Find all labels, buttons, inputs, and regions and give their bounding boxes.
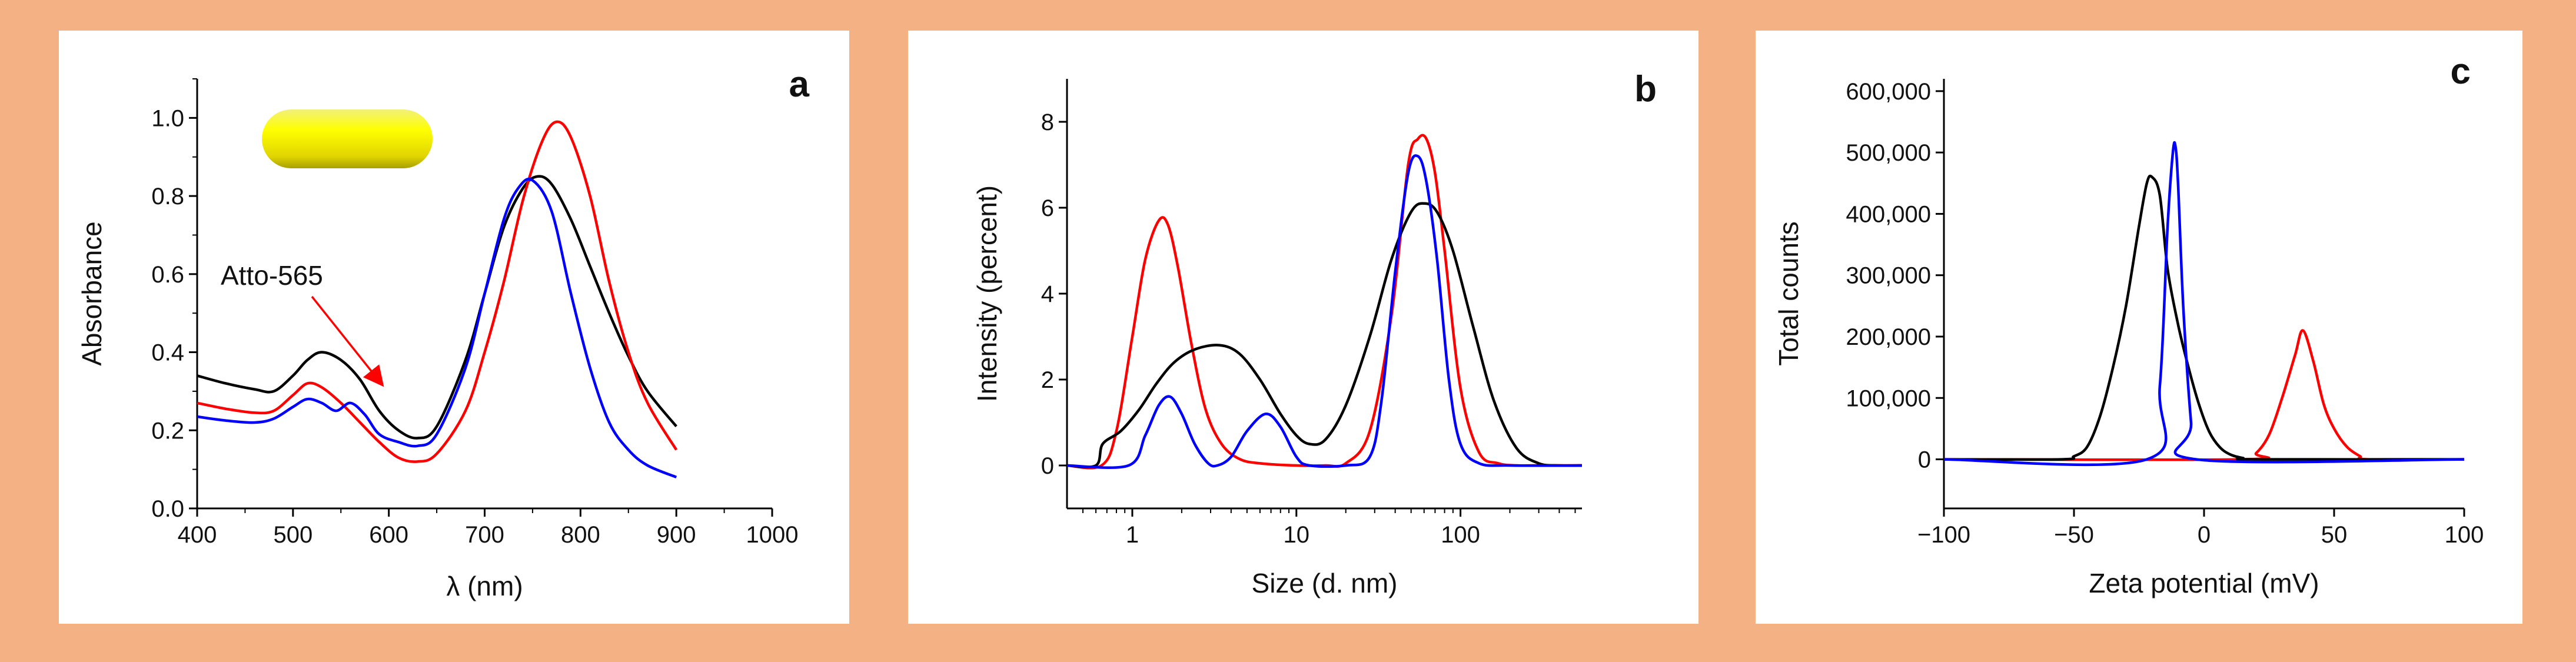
x-tick-label: 100	[2445, 522, 2484, 548]
y-tick-label: 500,000	[1846, 140, 1931, 166]
x-tick-label: 600	[369, 522, 408, 548]
x-tick-label: 800	[561, 522, 600, 548]
y-tick-label: 4	[1041, 281, 1054, 307]
panel-a: 0.0 0.2 0.4 0.6 0.8 1.0 400 500 600 700 800 900 1000…	[59, 31, 849, 624]
y-tick-label: 2	[1041, 367, 1054, 393]
nanorod-illustration	[262, 109, 433, 168]
y-axis-label: Intensity (percent)	[972, 185, 1002, 402]
x-tick-label: 1	[1126, 522, 1139, 548]
series-line-red	[1066, 134, 1582, 470]
series-line-black	[197, 175, 677, 440]
y-axis-label: Total counts	[1773, 221, 1804, 365]
series-line-blue	[197, 178, 677, 478]
x-tick-label: −50	[2054, 522, 2094, 548]
series-line-black	[1943, 174, 2465, 461]
x-axis-label: Size (d. nm)	[1252, 568, 1398, 598]
series-line-red	[197, 120, 678, 463]
x-axis-label: λ (nm)	[446, 571, 523, 601]
x-tick-label: 900	[657, 522, 696, 548]
x-tick-label: 700	[465, 522, 504, 548]
x-tick-label: 50	[2321, 522, 2348, 548]
y-tick-label: 600,000	[1846, 79, 1931, 105]
y-tick-label: 6	[1041, 195, 1054, 221]
panel-b: 0 2 4 6 8 1 10 100 Size (d. nm) Intensity (percen…	[908, 31, 1699, 624]
y-tick-label: 0.2	[151, 418, 184, 444]
y-tick-label: 0.8	[151, 184, 184, 209]
y-tick-label: 0.0	[151, 496, 184, 522]
x-tick-label: 100	[1441, 522, 1480, 548]
y-tick-label: 0.4	[151, 340, 184, 366]
panel-label: a	[789, 64, 810, 105]
x-tick-label: 0	[2198, 522, 2211, 548]
x-tick-label: 500	[273, 522, 313, 548]
y-axis-label: Absorbance	[77, 221, 107, 366]
y-tick-label: 8	[1041, 109, 1054, 135]
y-tick-label: 0	[1041, 453, 1054, 479]
y-tick-label: 1.0	[151, 105, 184, 131]
y-tick-label: 400,000	[1846, 201, 1931, 227]
y-tick-label: 200,000	[1846, 324, 1931, 350]
panel-label: c	[2451, 51, 2471, 92]
series-line-black	[1066, 202, 1583, 468]
series-line-blue	[1066, 154, 1583, 470]
x-tick-label: 1000	[746, 522, 799, 548]
x-axis-label: Zeta potential (mV)	[2089, 568, 2319, 598]
y-tick-label: 0.6	[151, 262, 184, 288]
absorbance-chart: 0.0 0.2 0.4 0.6 0.8 1.0 400 500 600 700 800 900 1000…	[77, 64, 810, 601]
series-line-red	[1943, 329, 2465, 461]
x-tick-label: 10	[1284, 522, 1310, 548]
size-distribution-chart: 0 2 4 6 8 1 10 100 Size (d. nm) Intensity (percen…	[972, 69, 1657, 598]
y-tick-label: 300,000	[1846, 263, 1931, 289]
panel-c: 0 100,000 200,000 300,000 400,000 500,000 600,…	[1756, 31, 2522, 624]
x-tick-label: 400	[178, 522, 217, 548]
x-tick-label: −100	[1917, 522, 1970, 548]
y-tick-label: 100,000	[1846, 385, 1931, 411]
annotation-atto-565: Atto-565	[221, 260, 323, 291]
zeta-potential-chart: 0 100,000 200,000 300,000 400,000 500,000 600,…	[1773, 51, 2484, 598]
series-line-blue	[1943, 141, 2465, 467]
y-tick-label: 0	[1918, 447, 1931, 473]
annotation-arrow	[311, 295, 384, 387]
panel-label: b	[1634, 69, 1657, 109]
